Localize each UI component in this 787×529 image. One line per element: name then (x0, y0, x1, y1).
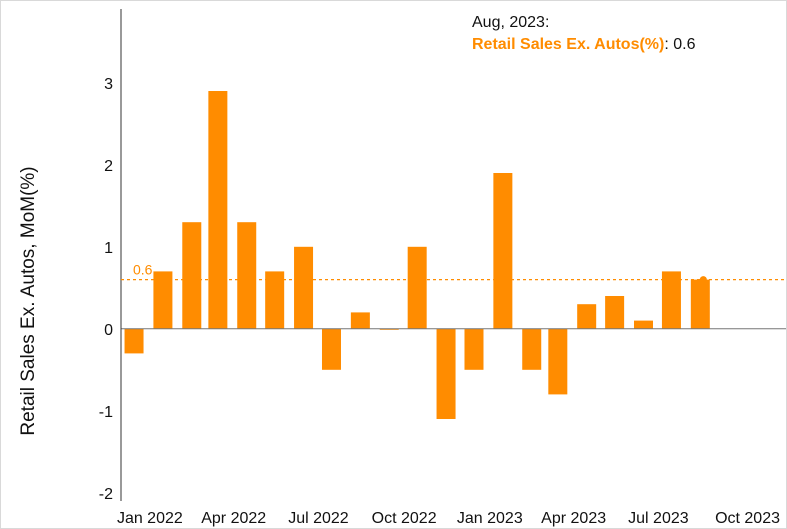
x-tick-label: Apr 2022 (201, 510, 266, 527)
bar-2022-07[interactable] (321, 328, 341, 370)
bar-2021-12[interactable] (124, 328, 144, 354)
y-tick-label: 2 (104, 158, 113, 175)
bar-2022-10[interactable] (407, 246, 427, 329)
x-tick-label: Jul 2022 (288, 510, 349, 527)
reference-line-label: 0.6 (133, 262, 153, 278)
tooltip: Aug, 2023: Retail Sales Ex. Autos(%): 0.… (472, 14, 696, 53)
bar-2023-07[interactable] (661, 271, 681, 329)
y-axis-label: Retail Sales Ex. Autos, MoM(%) (18, 166, 39, 435)
hover-marker (699, 276, 707, 284)
bar-2022-06[interactable] (294, 246, 314, 329)
y-axis-ticks: -2 -1 0 1 2 3 (99, 76, 113, 503)
tooltip-line: Retail Sales Ex. Autos(%): 0.6 (472, 36, 696, 53)
bar-2022-02[interactable] (182, 222, 202, 329)
bar-2023-02[interactable] (522, 328, 542, 370)
bar-2023-05[interactable] (605, 296, 625, 329)
y-tick-label: 0 (104, 322, 113, 339)
x-tick-label: Jan 2022 (117, 510, 183, 527)
bar-2022-01[interactable] (153, 271, 173, 329)
tooltip-value: 0.6 (669, 36, 696, 53)
y-tick-label: 1 (104, 240, 113, 257)
bar-series (124, 91, 710, 419)
bar-2022-03[interactable] (208, 91, 228, 329)
bar-2023-06[interactable] (634, 320, 653, 329)
x-tick-label: Jul 2023 (628, 510, 689, 527)
bar-2023-04[interactable] (577, 304, 597, 329)
bar-2022-11[interactable] (436, 328, 456, 419)
x-axis-ticks: Jan 2022 Apr 2022 Jul 2022 Oct 2022 Jan 2023… (117, 510, 780, 527)
bar-2022-12[interactable] (464, 328, 484, 370)
x-tick-label: Oct 2023 (715, 510, 780, 527)
tooltip-series-name: Retail Sales Ex. Autos(%) (472, 36, 664, 53)
bar-2023-03[interactable] (548, 328, 568, 395)
tooltip-separator: : (664, 36, 668, 53)
bar-2022-04[interactable] (237, 222, 257, 329)
bar-2022-08[interactable] (350, 312, 370, 329)
y-tick-label: 3 (104, 76, 113, 93)
x-tick-label: Oct 2022 (372, 510, 437, 527)
y-tick-label: -2 (99, 486, 113, 503)
bar-2023-08[interactable] (690, 279, 710, 329)
bar-2022-05[interactable] (265, 271, 285, 329)
bar-2023-01[interactable] (493, 173, 513, 329)
tooltip-date: Aug, 2023: (472, 14, 549, 31)
x-tick-label: Jan 2023 (457, 510, 523, 527)
x-tick-label: Apr 2023 (541, 510, 606, 527)
y-tick-label: -1 (99, 404, 113, 421)
